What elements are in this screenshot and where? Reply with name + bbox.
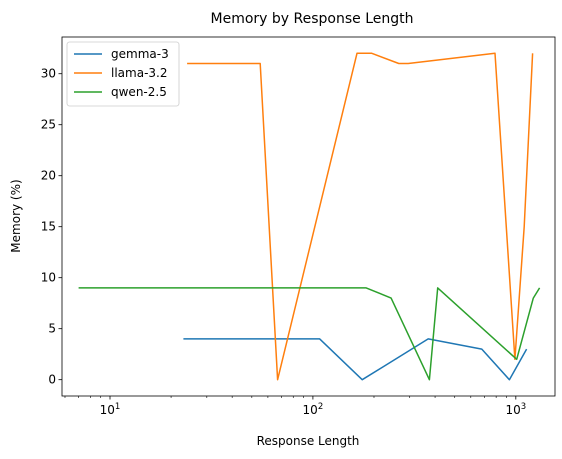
x-tick-label: 102 (303, 402, 324, 417)
x-tick-label: 103 (505, 402, 526, 417)
legend-label-llama-3.2: llama-3.2 (111, 66, 167, 80)
y-tick-label: 15 (41, 220, 56, 234)
legend-label-gemma-3: gemma-3 (111, 47, 169, 61)
y-tick-label: 20 (41, 169, 56, 183)
series-line-qwen-2.5 (78, 287, 541, 381)
y-tick-label: 10 (41, 271, 56, 285)
chart-title: Memory by Response Length (211, 11, 414, 27)
y-tick-label: 0 (48, 373, 56, 387)
plot-frame (61, 36, 556, 397)
legend: gemma-3 llama-3.2 qwen-2.5 (66, 41, 180, 107)
y-axis-title: Memory (%) (9, 179, 23, 252)
legend-box (66, 41, 180, 107)
series-line-llama-3.2 (187, 52, 534, 381)
y-tick-label: 30 (41, 67, 56, 81)
x-axis: 101 102 103 (64, 396, 526, 417)
x-axis-title: Response Length (257, 434, 360, 448)
y-tick-label: 25 (41, 118, 56, 132)
y-tick-label: 5 (48, 322, 56, 336)
plot-lines (78, 52, 541, 381)
y-axis: 0 5 10 15 20 25 30 (41, 67, 62, 387)
series-line-gemma-3 (183, 338, 528, 381)
x-tick-label: 101 (100, 402, 121, 417)
legend-label-qwen-2.5: qwen-2.5 (111, 85, 167, 99)
